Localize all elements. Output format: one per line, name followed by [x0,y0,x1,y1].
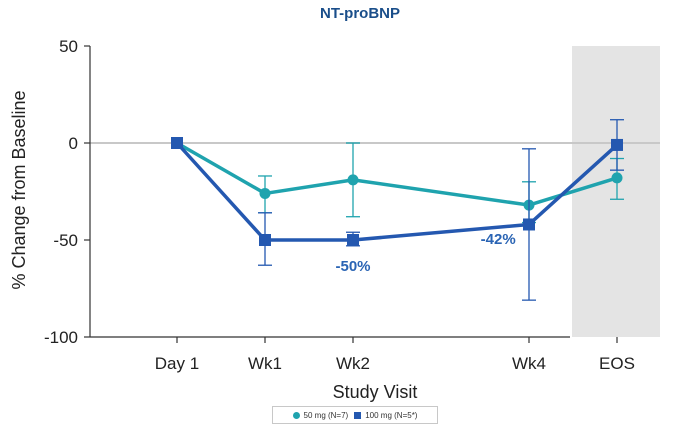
data-point [611,138,623,151]
legend-circle-marker-icon [292,411,300,419]
data-annotation: -42% [481,231,516,248]
data-point [259,187,271,199]
legend-item-50mg: 50 mg (N=7) [292,410,349,420]
series-line [175,141,619,242]
data-point [611,172,623,184]
data-point [171,137,183,149]
eos-shaded-region [572,46,660,337]
legend: 50 mg (N=7) 100 mg (N=5*) [272,406,438,424]
legend-item-100mg: 100 mg (N=5*) [354,411,417,420]
y-tick-label: -50 [53,231,78,250]
y-tick-label: 50 [59,37,78,56]
legend-label-50mg: 50 mg (N=7) [303,410,349,420]
x-tick-label: Wk2 [336,354,370,373]
chart-title: NT-proBNP [320,5,400,22]
data-point [259,234,271,246]
data-point [523,218,535,231]
y-tick-label: 0 [69,134,78,153]
series-line [176,141,618,207]
data-point [347,174,359,186]
series-100mg [171,119,624,301]
data-annotation: -50% [335,258,370,275]
legend-label-100mg: 100 mg (N=5*) [365,410,418,420]
legend-square-marker-icon [354,411,362,419]
x-tick-label: EOS [599,354,635,373]
data-point [347,234,359,246]
y-axis-label: % Change from Baseline [9,90,29,289]
x-tick-label: Wk4 [512,354,546,373]
x-tick-label: Day 1 [155,354,199,373]
x-tick-label: Wk1 [248,354,282,373]
x-axis-label: Study Visit [333,382,418,402]
y-tick-label: -100 [44,328,78,347]
